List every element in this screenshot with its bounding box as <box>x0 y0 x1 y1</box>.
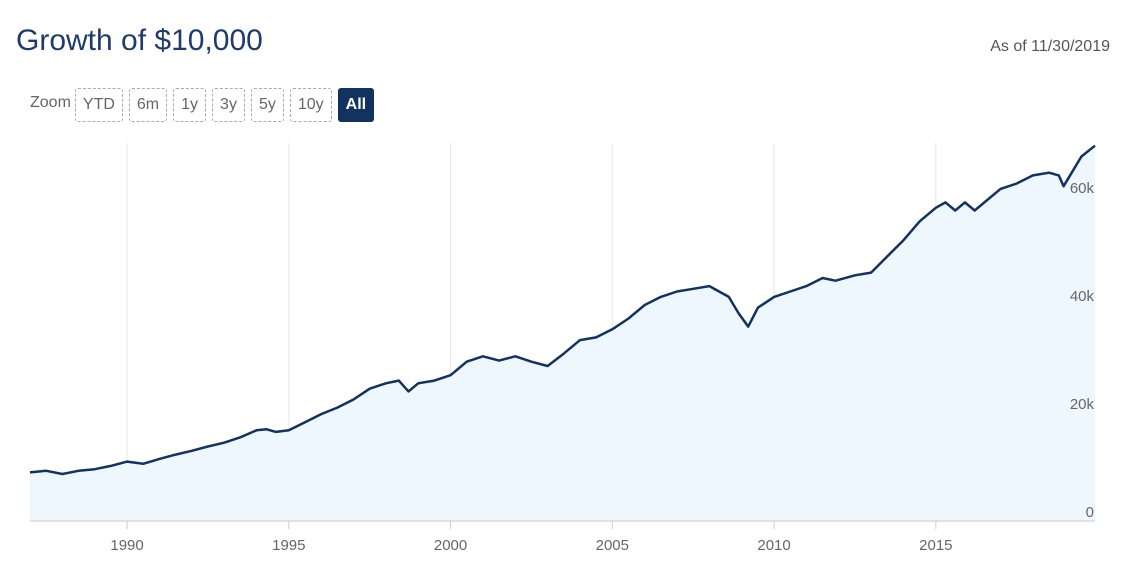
x-tick-label-1995: 1995 <box>272 537 305 554</box>
zoom-toolbar: Zoom YTD 6m 1y 3y 5y 10y All <box>30 88 380 122</box>
zoom-label: Zoom <box>30 94 71 111</box>
y-tick-label-60k: 60k <box>1070 180 1095 197</box>
zoom-6m-button[interactable]: 6m <box>128 88 168 122</box>
x-tick-label-1990: 1990 <box>110 537 143 554</box>
x-tick-label-2005: 2005 <box>596 537 629 554</box>
series-line <box>29 144 1096 476</box>
y-tick-label-0: 0 <box>1086 504 1094 521</box>
x-tick-label-2000: 2000 <box>434 537 467 554</box>
x-tick-label-2015: 2015 <box>919 537 952 554</box>
zoom-5y-button[interactable]: 5y <box>250 88 284 122</box>
series-area <box>30 145 1095 521</box>
x-tick-label-2010: 2010 <box>757 537 790 554</box>
zoom-all-button[interactable]: All <box>337 88 375 122</box>
zoom-1y-button[interactable]: 1y <box>173 88 207 122</box>
x-axis-ticks: 1990 1995 2000 2005 2010 2015 <box>110 521 953 554</box>
y-tick-label-40k: 40k <box>1070 288 1095 305</box>
chart-title: Growth of $10,000 <box>16 24 263 57</box>
y-axis-ticks: 0 20k 40k 60k <box>1070 180 1095 521</box>
zoom-3y-button[interactable]: 3y <box>212 88 245 122</box>
zoom-ytd-button[interactable]: YTD <box>74 88 123 122</box>
zoom-10y-button[interactable]: 10y <box>289 88 332 122</box>
y-tick-label-20k: 20k <box>1070 396 1095 413</box>
as-of-date: As of 11/30/2019 <box>990 38 1110 55</box>
